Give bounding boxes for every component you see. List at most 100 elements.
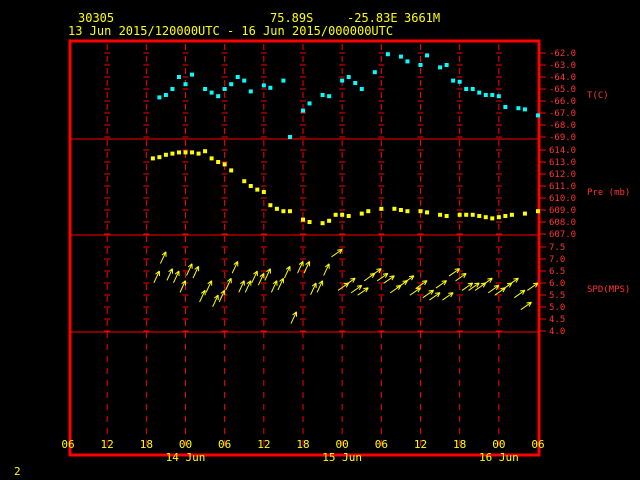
temperature-point bbox=[216, 94, 221, 99]
temperature-point bbox=[320, 93, 325, 97]
pressure-point bbox=[503, 214, 508, 218]
temperature-point bbox=[490, 93, 495, 97]
y-tick-label: -69.0 bbox=[549, 133, 576, 143]
wind-arrow bbox=[461, 282, 474, 291]
temperature-point bbox=[261, 83, 266, 88]
pressure-point bbox=[209, 156, 214, 161]
pressure-point bbox=[170, 151, 175, 156]
y-tick-label: 4.0 bbox=[549, 327, 565, 337]
temperature-point bbox=[327, 94, 332, 99]
x-tick-label: 06 bbox=[375, 438, 388, 451]
pressure-point bbox=[366, 209, 371, 214]
pressure-point bbox=[496, 215, 501, 220]
temperature-point bbox=[438, 65, 443, 70]
x-tick-label: 12 bbox=[257, 438, 270, 451]
y-tick-label: -62.0 bbox=[549, 49, 576, 59]
wind-arrow bbox=[244, 280, 252, 293]
pressure-point bbox=[418, 209, 423, 214]
temperature-point bbox=[536, 113, 540, 118]
temperature-point bbox=[163, 93, 168, 97]
temperature-point bbox=[516, 106, 521, 111]
x-tick-label: 06 bbox=[531, 438, 544, 451]
pressure-point bbox=[163, 152, 168, 157]
x-tick-label: 06 bbox=[61, 438, 74, 451]
pressure-point bbox=[483, 215, 488, 220]
x-tick-label: 00 bbox=[492, 438, 505, 451]
temperature-point bbox=[425, 53, 430, 58]
wind-arrow bbox=[350, 284, 363, 294]
wind-arrow bbox=[283, 265, 291, 279]
temperature-point bbox=[503, 105, 508, 109]
wind-arrow bbox=[310, 282, 317, 295]
wind-arrow bbox=[357, 287, 369, 296]
pressure-point bbox=[176, 150, 181, 155]
y-tick-label: 6.5 bbox=[549, 267, 565, 277]
pressure-point bbox=[248, 184, 253, 188]
pressure-point bbox=[405, 209, 410, 214]
pressure-point bbox=[359, 211, 364, 216]
y-tick-label: -68.0 bbox=[549, 121, 576, 131]
pressure-point bbox=[438, 212, 443, 217]
temperature-point bbox=[457, 79, 462, 84]
temperature-point bbox=[522, 107, 527, 112]
wind-arrow bbox=[231, 261, 239, 274]
y-tick-label: -67.0 bbox=[549, 109, 576, 119]
x-axis-labels: 06 12 18 00 06 12 18 00 06 12 18 00 06 14 Jun 15 Jun 16… bbox=[61, 438, 544, 464]
temperature-point bbox=[483, 93, 488, 97]
station-elevation: 3661M bbox=[404, 11, 441, 25]
temperature-series bbox=[157, 52, 540, 139]
wind-arrow bbox=[416, 280, 428, 289]
pressure-point bbox=[509, 212, 514, 217]
y-tick-label: -64.0 bbox=[549, 73, 576, 83]
pressure-point bbox=[190, 150, 195, 155]
wind-arrow bbox=[192, 265, 200, 279]
pressure-point bbox=[301, 217, 305, 222]
pressure-point bbox=[320, 221, 325, 226]
wind-speed-series bbox=[153, 248, 539, 324]
temperature-point bbox=[353, 81, 358, 85]
temperature-point bbox=[222, 87, 227, 91]
plot-frame bbox=[68, 39, 541, 457]
wind-arrow bbox=[218, 289, 226, 303]
y-tick-label: 611.0 bbox=[549, 182, 576, 192]
pressure-point bbox=[203, 149, 208, 154]
pressure-point bbox=[346, 214, 351, 218]
pressure-point bbox=[183, 150, 188, 155]
day-label: 15 Jun bbox=[322, 451, 362, 464]
wind-arrow bbox=[481, 277, 493, 287]
pressure-point bbox=[398, 208, 403, 212]
pressure-point bbox=[281, 209, 286, 214]
panel-label: Pre (mb) bbox=[587, 188, 630, 198]
wind-arrow bbox=[323, 263, 330, 276]
pressure-point bbox=[287, 209, 292, 214]
wind-arrow bbox=[303, 261, 311, 274]
y-tick-label: 5.5 bbox=[549, 291, 565, 301]
pressure-point bbox=[379, 206, 384, 211]
x-tick-label: 12 bbox=[414, 438, 427, 451]
x-tick-label: 00 bbox=[179, 438, 192, 451]
pressure-point bbox=[522, 211, 527, 216]
temperature-point bbox=[183, 82, 188, 87]
x-tick-label: 00 bbox=[336, 438, 349, 451]
temperature-point bbox=[157, 95, 162, 100]
wind-arrow bbox=[429, 292, 441, 301]
y-tick-label: 612.0 bbox=[549, 170, 576, 180]
pressure-point bbox=[333, 212, 338, 217]
y-tick-label: -65.0 bbox=[549, 85, 576, 95]
x-tick-label: 06 bbox=[218, 438, 231, 451]
day-label: 14 Jun bbox=[166, 451, 206, 464]
temperature-point bbox=[470, 87, 475, 91]
y-tick-label: -66.0 bbox=[549, 97, 576, 107]
temperature-point bbox=[235, 75, 240, 79]
temperature-point bbox=[268, 85, 273, 90]
pressure-point bbox=[470, 212, 475, 217]
wind-arrow bbox=[448, 268, 461, 277]
pressure-point bbox=[255, 187, 260, 192]
wind-arrow bbox=[514, 289, 526, 299]
wind-arrow bbox=[409, 287, 421, 296]
y-tick-label: 613.0 bbox=[549, 158, 576, 168]
wind-arrow bbox=[487, 284, 500, 294]
pressure-series bbox=[150, 149, 540, 226]
pressure-point bbox=[307, 220, 312, 224]
pressure-point bbox=[268, 203, 273, 208]
